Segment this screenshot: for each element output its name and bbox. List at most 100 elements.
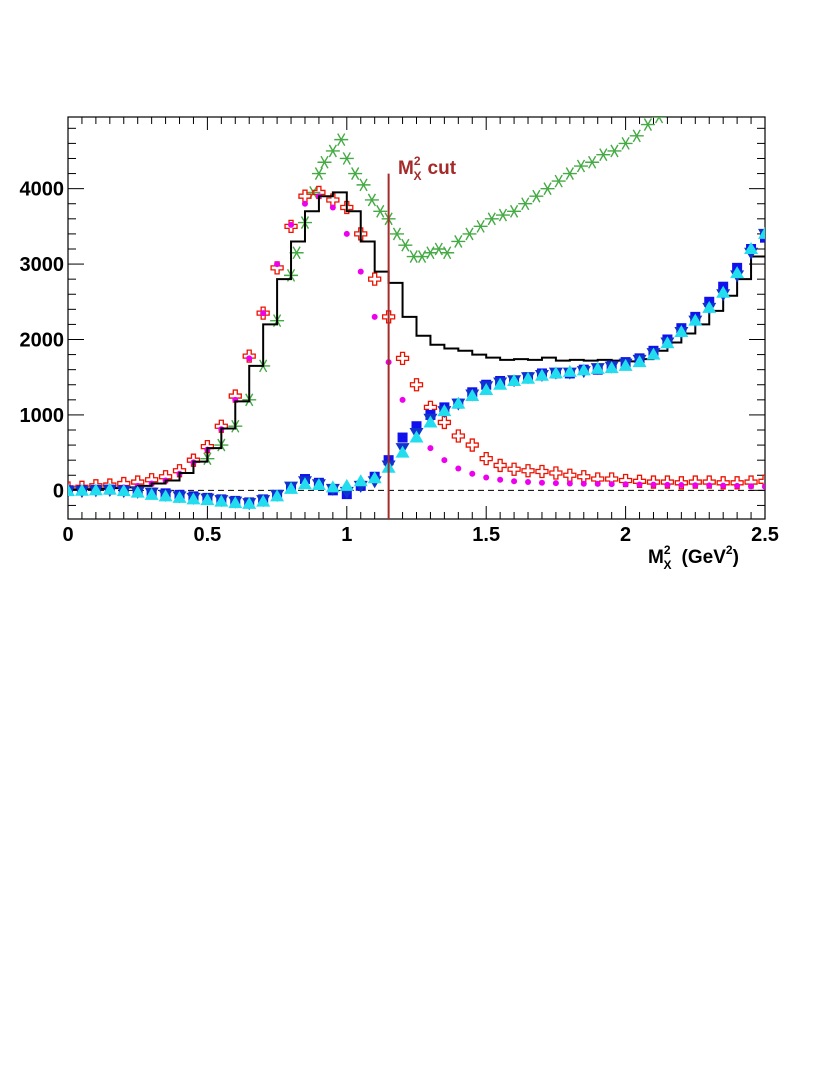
point	[594, 480, 601, 487]
point	[228, 496, 243, 509]
point	[674, 476, 689, 490]
series-data-histogram	[68, 191, 765, 491]
point	[678, 482, 685, 489]
y-tick-label: 1000	[20, 405, 65, 427]
point	[607, 144, 622, 158]
point	[507, 373, 522, 386]
point	[529, 189, 544, 203]
point	[329, 204, 336, 211]
point	[762, 483, 765, 490]
histogram-line	[68, 191, 765, 491]
point	[562, 364, 577, 377]
point	[339, 152, 354, 165]
point	[325, 144, 340, 158]
point	[493, 458, 507, 473]
point	[437, 404, 452, 417]
point	[720, 482, 727, 489]
point	[507, 462, 521, 476]
point	[172, 490, 187, 503]
series-cyan-triangles	[68, 226, 765, 509]
x-tick-label: 0.5	[193, 524, 221, 546]
point	[311, 167, 326, 180]
point	[618, 136, 633, 150]
point	[469, 470, 476, 477]
point	[354, 227, 368, 241]
point	[409, 430, 424, 443]
point	[636, 481, 643, 488]
point	[270, 489, 285, 502]
point	[367, 471, 382, 484]
point	[521, 464, 535, 478]
series-blue-squares	[68, 232, 765, 508]
point	[652, 117, 667, 124]
point	[364, 193, 379, 207]
point	[758, 226, 765, 239]
point	[551, 174, 566, 188]
point	[427, 445, 434, 452]
point	[549, 466, 563, 480]
point	[102, 482, 117, 495]
point	[640, 118, 655, 131]
point	[702, 300, 717, 313]
point	[451, 429, 465, 443]
x-tick-label: 2	[620, 524, 631, 546]
point	[604, 361, 619, 374]
point	[507, 204, 522, 218]
point	[395, 351, 410, 366]
point	[356, 178, 371, 192]
point	[566, 480, 573, 487]
point	[660, 336, 675, 349]
point	[242, 496, 257, 509]
point	[451, 396, 466, 409]
point	[440, 246, 455, 260]
point	[186, 492, 201, 505]
point	[716, 476, 730, 490]
point	[256, 494, 271, 507]
y-tick-label: 2000	[20, 329, 65, 351]
x-tick-label: 2.5	[751, 524, 779, 546]
point	[340, 200, 354, 215]
point	[646, 475, 661, 489]
point	[395, 445, 410, 458]
point	[692, 482, 699, 489]
point	[525, 479, 532, 486]
y-tick-label: 3000	[20, 254, 65, 276]
point	[585, 155, 600, 169]
point	[548, 366, 563, 379]
point	[484, 212, 499, 226]
point	[622, 481, 629, 488]
point	[674, 324, 689, 337]
point	[353, 474, 368, 487]
point	[462, 227, 477, 241]
x-axis-title: M2 X (GeV2)	[648, 543, 739, 572]
point	[158, 489, 173, 502]
point	[734, 482, 741, 489]
point	[373, 204, 388, 218]
point	[348, 167, 363, 180]
point	[409, 378, 424, 392]
point	[297, 477, 312, 490]
point	[371, 313, 378, 320]
point	[339, 478, 354, 491]
point	[411, 421, 422, 432]
point	[511, 478, 518, 485]
point	[274, 261, 281, 268]
point	[88, 483, 103, 496]
point	[200, 439, 215, 454]
point	[664, 481, 671, 488]
point	[716, 285, 731, 298]
point	[646, 347, 661, 360]
point	[730, 266, 745, 279]
point	[301, 200, 308, 207]
point	[562, 167, 577, 180]
point	[576, 363, 591, 376]
x-axis: 0 0.5 1 1.5 2 2.5	[62, 117, 779, 546]
point	[590, 361, 605, 374]
point	[540, 182, 555, 196]
point	[535, 464, 549, 479]
point	[580, 480, 587, 487]
point	[465, 438, 479, 452]
point	[357, 268, 364, 275]
point	[629, 129, 644, 143]
